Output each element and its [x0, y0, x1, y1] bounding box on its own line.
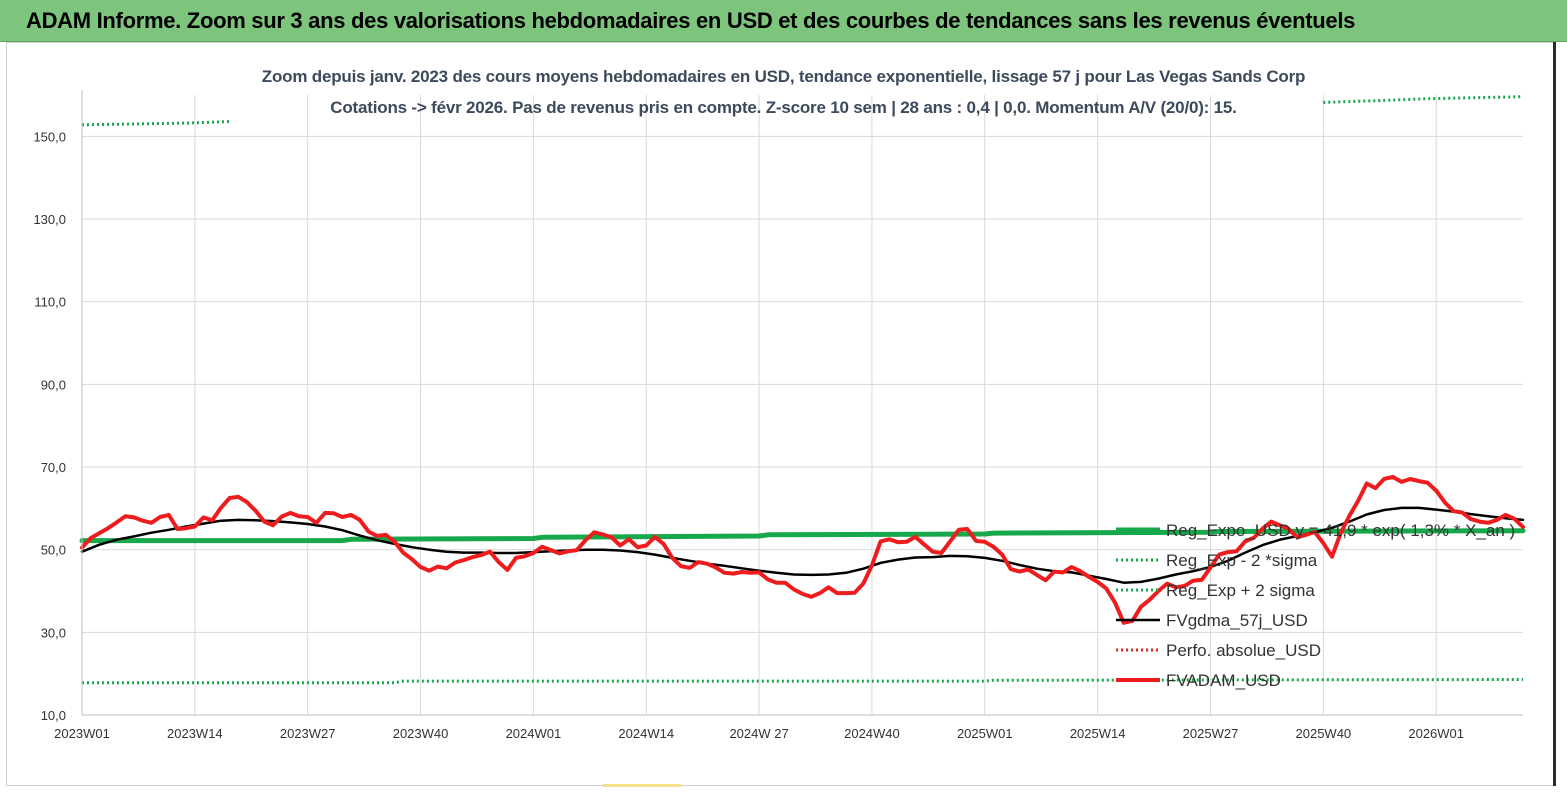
fvadam-line: [80, 474, 1525, 625]
fvgdma-57j-line: [80, 506, 1525, 584]
y-tick-label: 30,0: [41, 625, 66, 640]
y-tick-label: 10,0: [41, 708, 66, 723]
x-tick-label: 2023W27: [280, 726, 336, 741]
y-tick-label: 70,0: [41, 460, 66, 475]
chart-title: Zoom depuis janv. 2023 des cours moyens …: [261, 67, 1306, 86]
x-tick-label: 2023W40: [393, 726, 449, 741]
y-tick-label: 110,0: [34, 295, 66, 310]
legend-fvadam-label: FVADAM_USD: [1166, 671, 1281, 690]
x-tick-label: 2026W01: [1408, 726, 1464, 741]
y-tick-label: 90,0: [41, 377, 66, 392]
frame-edge: [1553, 42, 1556, 786]
series-lines: [79, 95, 1526, 685]
x-tick-label: 2023W14: [167, 726, 223, 741]
legend-reg-exp-plus-label: Reg_Exp + 2 sigma: [1166, 581, 1315, 600]
x-tick-label: 2024W01: [506, 726, 562, 741]
legend-reg-exp-minus-label: Reg_Exp - 2 *sigma: [1166, 551, 1318, 570]
y-tick-label: 150,0: [33, 129, 66, 144]
legend-fvgdma-label: FVgdma_57j_USD: [1166, 611, 1308, 630]
report-banner: ADAM Informe. Zoom sur 3 ans des valoris…: [0, 0, 1567, 42]
x-tick-label: 2025W40: [1296, 726, 1352, 741]
grid-lines: [81, 95, 1523, 716]
x-tick-label: 2023W01: [54, 726, 110, 741]
x-tick-label: 2025W01: [957, 726, 1013, 741]
x-tick-label: 2024W 27: [729, 726, 788, 741]
y-tick-label: 50,0: [41, 543, 66, 558]
y-tick-label: 130,0: [33, 212, 66, 227]
x-tick-label: 2025W27: [1183, 726, 1239, 741]
reg-expo-line: [79, 528, 1526, 544]
legend-reg-expo-label: Reg_Expo_USD y = 41,9 * exp( 1,3% * X_an…: [1166, 521, 1515, 540]
legend: Reg_Expo_USD y = 41,9 * exp( 1,3% * X_an…: [1116, 521, 1515, 690]
axes: 10,0 30,0 50,0 70,0 90,0 110,0 130,0 150,0 2023W…: [33, 90, 1523, 741]
x-tick-label: 2024W14: [618, 726, 674, 741]
x-tick-label: 2025W14: [1070, 726, 1126, 741]
report-title: ADAM Informe. Zoom sur 3 ans des valoris…: [26, 8, 1356, 33]
reg-exp-plus-2sigma-line: [81, 120, 230, 127]
reg-exp-plus-2sigma-line: [1323, 95, 1524, 104]
legend-perfo-label: Perfo. absolue_USD: [1166, 641, 1321, 660]
chart-subtitle: Cotations -> févr 2026. Pas de revenus p…: [330, 98, 1237, 117]
reg-exp-minus-2sigma-line: [82, 678, 1524, 685]
x-tick-label: 2024W40: [844, 726, 900, 741]
bottom-accent: [603, 784, 681, 787]
